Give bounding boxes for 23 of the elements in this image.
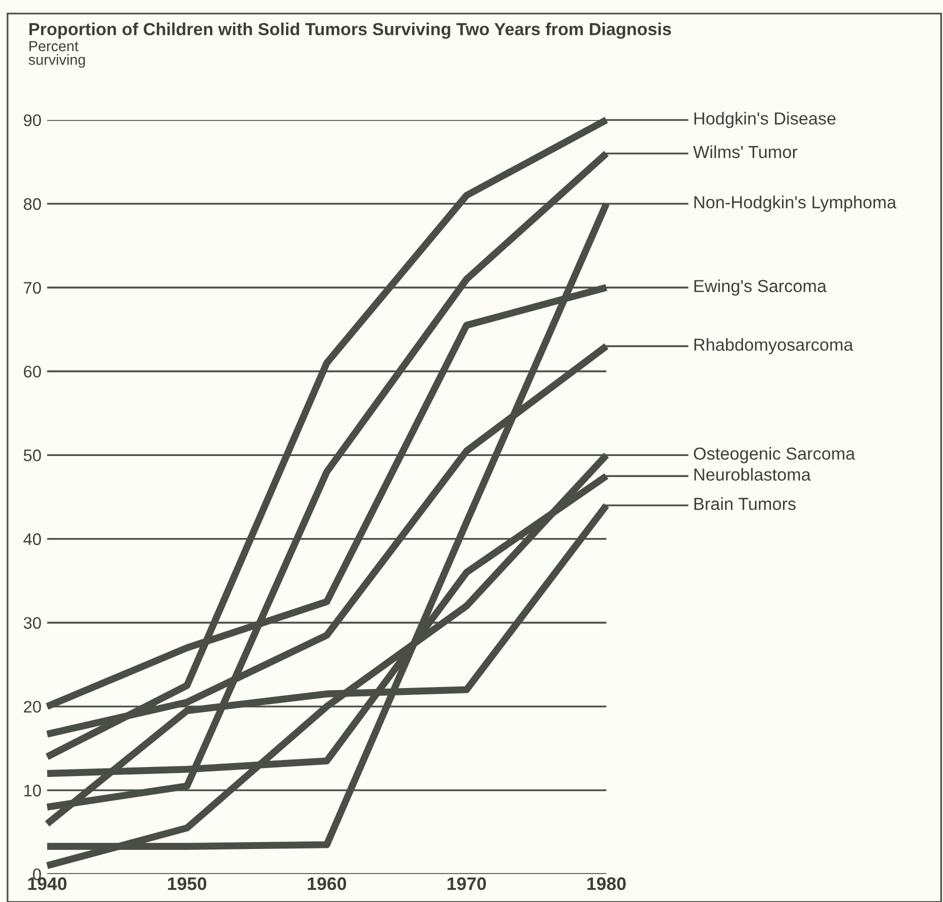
y-tick-label: 40 xyxy=(23,533,41,546)
legend-label: Hodgkin's Disease xyxy=(694,112,836,128)
y-tick-label: 10 xyxy=(24,784,41,796)
legend-label: Brain Tumors xyxy=(694,497,796,510)
y-tick-label: 50 xyxy=(24,450,41,462)
legend-label: Rhabdomyosarcoma xyxy=(694,338,854,354)
x-tick-label: 1960 xyxy=(308,877,346,890)
legend-label: Non-Hodgkin's Lymphoma xyxy=(694,196,896,212)
x-tick-label: 1950 xyxy=(168,877,206,890)
y-tick-label: 70 xyxy=(24,282,41,294)
y-tick-label: 20 xyxy=(24,700,41,713)
y-axis-title: Percent surviving xyxy=(28,41,85,68)
y-tick-label: 30 xyxy=(24,617,41,629)
y-tick-label: 80 xyxy=(24,198,41,210)
x-tick-label: 1970 xyxy=(448,877,486,890)
legend-label: Neuroblastoma xyxy=(694,468,811,481)
x-tick-label: 1980 xyxy=(587,877,626,890)
legend-label: Ewing's Sarcoma xyxy=(694,279,827,296)
chart-title: Proportion of Children with Solid Tumors Surviving Two Years from Diagnosis xyxy=(29,22,671,39)
legend-label: Wilms' Tumor xyxy=(693,145,798,158)
y-tick-label: 60 xyxy=(24,366,41,378)
legend-label: Osteogenic Sarcoma xyxy=(694,447,856,464)
y-tick-label: 90 xyxy=(24,114,41,126)
